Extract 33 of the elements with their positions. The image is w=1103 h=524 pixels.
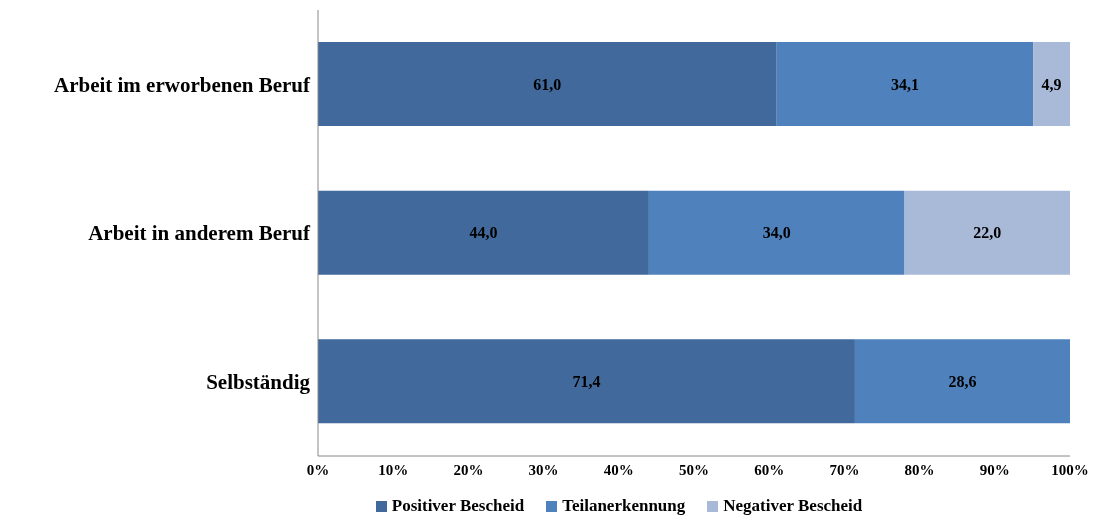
data-label: 34,1	[890, 75, 919, 93]
bar	[904, 190, 1070, 275]
bar	[318, 190, 649, 275]
bar	[318, 42, 777, 126]
legend-label: Positiver Bescheid	[390, 496, 525, 516]
legend-label: Teilanerkennung	[561, 496, 686, 516]
y-tick-label: Selbständig	[206, 370, 311, 395]
x-tick-label: 80%	[904, 461, 935, 478]
x-tick-label: 30%	[528, 461, 559, 478]
data-label: 71,4	[572, 372, 601, 390]
y-tick-label: Arbeit in anderem Beruf	[88, 221, 311, 246]
data-label: 22,0	[973, 224, 1002, 242]
data-label: 61,0	[533, 75, 562, 93]
x-tick-label: 10%	[378, 461, 409, 478]
x-tick-label: 60%	[754, 461, 785, 478]
x-tick-label: 90%	[979, 461, 1010, 478]
bar	[318, 339, 855, 424]
x-tick-label: 0%	[306, 461, 330, 478]
bar	[648, 190, 905, 275]
bar	[776, 42, 1034, 126]
bar	[1033, 42, 1070, 126]
data-label: 28,6	[948, 372, 977, 390]
legend-label: Negativer Bescheid	[722, 496, 863, 516]
data-label: 34,0	[762, 224, 791, 242]
x-tick-label: 40%	[603, 461, 634, 478]
data-label: 4,9	[1041, 75, 1062, 93]
x-tick-label: 100%	[1051, 461, 1089, 478]
data-label: 44,0	[469, 224, 498, 242]
x-tick-label: 70%	[829, 461, 860, 478]
bar	[854, 339, 1070, 424]
x-tick-label: 20%	[453, 461, 484, 478]
x-tick-label: 50%	[679, 461, 709, 478]
y-tick-label: Arbeit im erworbenen Beruf	[53, 72, 311, 97]
